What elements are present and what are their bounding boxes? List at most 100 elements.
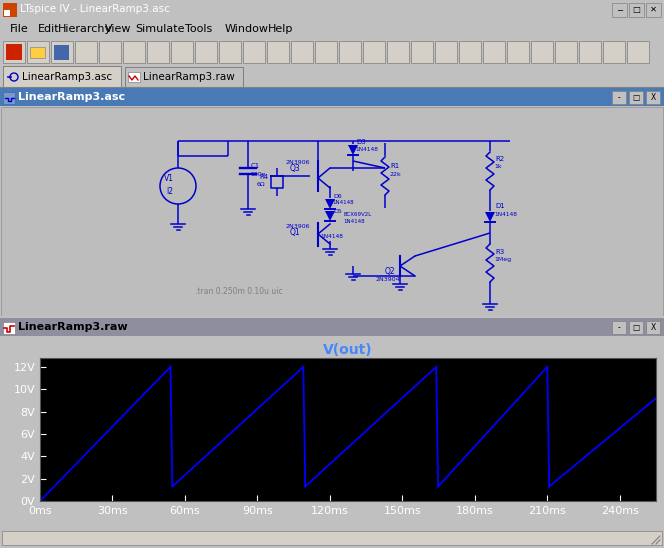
- Bar: [3, 66, 121, 87]
- Text: □: □: [632, 323, 639, 332]
- Bar: [435, 41, 457, 63]
- Bar: [579, 41, 601, 63]
- Text: □: □: [632, 93, 639, 102]
- Text: 22k: 22k: [389, 172, 401, 177]
- Bar: [4, 10, 10, 16]
- Bar: [125, 67, 243, 87]
- Text: 100n: 100n: [250, 172, 266, 177]
- Title: V(out): V(out): [323, 343, 373, 357]
- Bar: [612, 321, 626, 334]
- Bar: [646, 321, 660, 334]
- Bar: [612, 91, 626, 104]
- Polygon shape: [325, 199, 335, 209]
- Bar: [2, 531, 662, 545]
- Bar: [27, 41, 49, 63]
- Text: 1k: 1k: [494, 164, 501, 169]
- Text: -: -: [618, 323, 620, 332]
- Bar: [291, 41, 313, 63]
- Text: 1N4148: 1N4148: [355, 147, 378, 152]
- Bar: [30, 47, 45, 58]
- Text: Window: Window: [225, 24, 269, 33]
- Text: 1N4148: 1N4148: [320, 234, 343, 239]
- Bar: [411, 41, 433, 63]
- Bar: [603, 41, 625, 63]
- Text: I2: I2: [166, 187, 173, 196]
- Text: File: File: [10, 24, 29, 33]
- Polygon shape: [325, 211, 335, 221]
- Text: -: -: [618, 93, 620, 102]
- Text: 1N4148: 1N4148: [332, 200, 354, 205]
- Bar: [3, 92, 15, 104]
- Text: 2N3906: 2N3906: [285, 224, 309, 229]
- Bar: [459, 41, 481, 63]
- Bar: [0, 318, 664, 336]
- Text: R4: R4: [259, 174, 268, 180]
- Bar: [51, 41, 73, 63]
- Text: Hierarchy: Hierarchy: [58, 24, 112, 33]
- Text: R2: R2: [495, 156, 504, 162]
- Text: D3: D3: [356, 139, 366, 145]
- Bar: [531, 41, 553, 63]
- Text: 1N4148: 1N4148: [494, 212, 517, 217]
- Text: Q3: Q3: [290, 164, 301, 173]
- Bar: [128, 72, 140, 82]
- Bar: [3, 41, 25, 63]
- Text: D6: D6: [333, 194, 342, 199]
- Polygon shape: [348, 145, 358, 155]
- Text: LinearRamp3.asc: LinearRamp3.asc: [22, 72, 112, 82]
- Text: Q1: Q1: [290, 228, 301, 237]
- Text: ─: ─: [617, 5, 622, 14]
- Bar: [387, 41, 409, 63]
- Bar: [555, 41, 577, 63]
- Text: D1: D1: [495, 203, 505, 209]
- Bar: [629, 3, 644, 17]
- Bar: [219, 41, 241, 63]
- Text: Q2: Q2: [385, 267, 396, 276]
- Text: 6Ω: 6Ω: [257, 182, 266, 187]
- Text: BCX69V2L: BCX69V2L: [343, 212, 371, 217]
- Bar: [243, 41, 265, 63]
- Bar: [483, 41, 505, 63]
- Text: Simulate: Simulate: [135, 24, 185, 33]
- Bar: [646, 3, 661, 17]
- Bar: [629, 321, 643, 334]
- Bar: [339, 41, 361, 63]
- Text: Tools: Tools: [185, 24, 212, 33]
- Bar: [75, 41, 97, 63]
- Text: R1: R1: [390, 163, 399, 169]
- Text: C1: C1: [251, 163, 260, 169]
- Text: Edit: Edit: [38, 24, 60, 33]
- Bar: [6, 44, 22, 60]
- Text: X: X: [650, 323, 655, 332]
- Text: 2N3904: 2N3904: [375, 277, 400, 282]
- Text: □: □: [633, 5, 641, 14]
- Bar: [629, 91, 643, 104]
- Text: 1Meg: 1Meg: [494, 257, 511, 262]
- Text: D5: D5: [333, 209, 342, 214]
- Text: R3: R3: [495, 249, 504, 255]
- Bar: [3, 322, 15, 334]
- Text: .tran 0.250m 0.10u uic: .tran 0.250m 0.10u uic: [195, 287, 283, 296]
- Bar: [0, 88, 664, 106]
- Text: V1: V1: [164, 174, 174, 183]
- Text: X: X: [650, 93, 655, 102]
- Text: View: View: [105, 24, 131, 33]
- Text: 1N4148: 1N4148: [343, 219, 365, 224]
- Bar: [627, 41, 649, 63]
- Bar: [267, 41, 289, 63]
- Text: LTspice IV - LinearRamp3.asc: LTspice IV - LinearRamp3.asc: [20, 4, 170, 14]
- Bar: [99, 41, 121, 63]
- Bar: [171, 41, 193, 63]
- Bar: [123, 41, 145, 63]
- Bar: [54, 45, 69, 60]
- Text: LinearRamp3.raw: LinearRamp3.raw: [18, 322, 127, 332]
- Text: LinearRamp3.asc: LinearRamp3.asc: [18, 92, 125, 102]
- Bar: [195, 41, 217, 63]
- Text: ✕: ✕: [650, 5, 657, 14]
- Bar: [646, 91, 660, 104]
- Bar: [147, 41, 169, 63]
- Bar: [507, 41, 529, 63]
- Bar: [315, 41, 337, 63]
- Bar: [612, 3, 627, 17]
- Text: Help: Help: [268, 24, 293, 33]
